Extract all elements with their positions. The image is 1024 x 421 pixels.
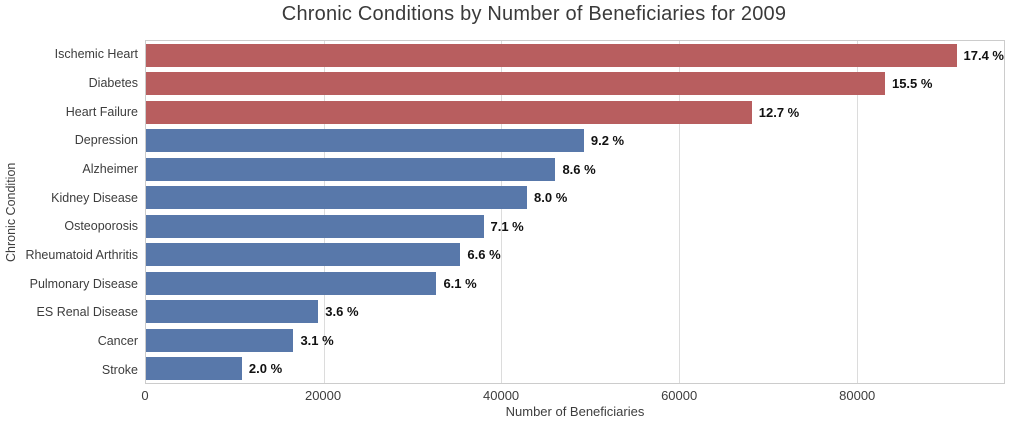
x-tick-label: 20000 (304, 388, 342, 403)
bars-container: 17.4 % 15.5 % 12.7 % 9.2 % 8.6 % 8.0 % 7.1 % 6.… (146, 41, 1004, 383)
category-label: Diabetes (88, 76, 138, 90)
bar (146, 72, 885, 96)
bar (146, 43, 957, 67)
bar-value-label: 6.6 % (467, 247, 501, 263)
bar (146, 100, 752, 124)
category-label: ES Renal Disease (36, 305, 138, 320)
category-labels: Ischemic Heart Diabetes Heart Failure Depre… (0, 40, 138, 384)
bar-value-label: 3.6 % (325, 304, 359, 320)
x-axis-title: Number of Beneficiaries (505, 404, 645, 419)
bar (146, 157, 556, 181)
bar-value-label: 8.6 % (562, 161, 596, 177)
bar-row: 15.5 % (146, 70, 1004, 99)
gridline (323, 41, 325, 383)
bar-value-label: 3.1 % (300, 332, 334, 348)
category-label: Kidney Disease (51, 190, 138, 205)
bar-value-label: 6.1 % (443, 275, 477, 291)
bar-row: 6.1 % (146, 269, 1004, 298)
bar-row: 7.1 % (146, 212, 1004, 241)
category-label: Rheumatoid Arthritis (25, 248, 138, 263)
bar-value-label: 17.4 % (963, 47, 1004, 63)
bar-value-label: 9.2 % (590, 133, 625, 149)
bar (146, 271, 437, 295)
category-label: Alzheimer (82, 162, 138, 177)
bar-row: 12.7 % (146, 98, 1004, 127)
category-label: Osteoporosis (64, 219, 138, 234)
bar (146, 186, 528, 210)
bar-row: 8.0 % (146, 184, 1004, 213)
bar (146, 357, 242, 381)
bar-row: 8.6 % (146, 155, 1004, 184)
gridline (678, 41, 680, 383)
bar-row: 6.6 % (146, 241, 1004, 270)
bar-value-label: 15.5 % (891, 76, 933, 92)
bar-row: 2.0 % (146, 355, 1004, 384)
category-label: Cancer (97, 334, 138, 349)
bar-value-label: 8.0 % (534, 190, 568, 206)
category-label: Pulmonary Disease (29, 276, 138, 291)
x-tick-label: 40000 (483, 388, 520, 403)
gridline (856, 41, 858, 383)
bar-row: 17.4 % (146, 41, 1004, 70)
bar-value-label: 2.0 % (248, 361, 283, 377)
bar (146, 129, 584, 153)
gridline (501, 41, 503, 383)
category-label: Heart Failure (65, 104, 138, 119)
bar-value-label: 7.1 % (490, 218, 524, 234)
bar-row: 3.6 % (146, 298, 1004, 327)
x-tick-label: 80000 (839, 388, 876, 403)
bar-row: 9.2 % (146, 127, 1004, 156)
category-label: Ischemic Heart (54, 47, 138, 62)
bar (146, 328, 294, 352)
bar-row: 3.1 % (146, 326, 1004, 355)
category-label: Depression (74, 133, 138, 148)
x-tick-labels: 0 20000 40000 60000 80000 (141, 388, 1005, 403)
chart-title: Chronic Conditions by Number of Benefici… (281, 3, 787, 25)
bar-value-label: 12.7 % (758, 104, 800, 120)
bar (146, 300, 319, 324)
plot-area: 17.4 % 15.5 % 12.7 % 9.2 % 8.6 % 8.0 % 7.1 % 6.… (145, 40, 1005, 384)
x-tick-label: 60000 (661, 388, 698, 403)
category-label: Stroke (101, 362, 138, 377)
bar (146, 243, 461, 267)
bar (146, 214, 484, 238)
x-tick-label: 0 (141, 388, 149, 403)
